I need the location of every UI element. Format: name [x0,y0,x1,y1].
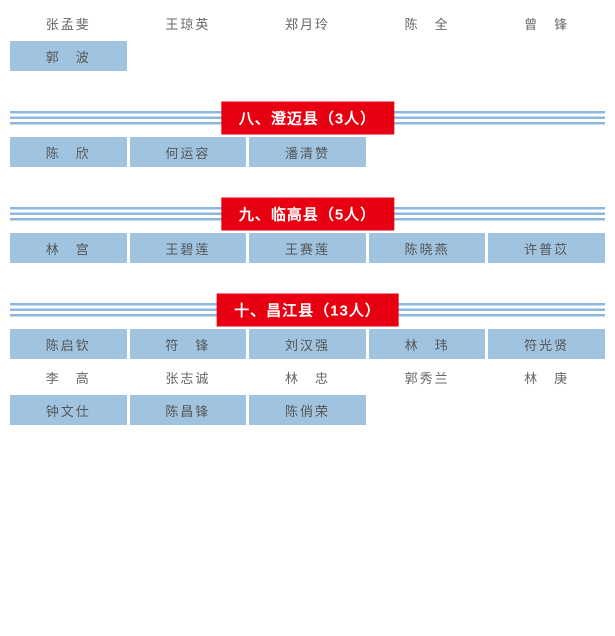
section-divider: 八、澄迈县（3人） [10,111,605,125]
name-cell: 张志诚 [130,362,247,392]
name-cell: 王赛莲 [249,233,366,263]
name-cell: 郭秀兰 [369,362,486,392]
table-row: 李 高 张志诚 林 忠 郭秀兰 林 庚 [10,362,605,392]
section-title: 十、昌江县（13人） [216,294,399,327]
name-cell: 陈启钦 [10,329,127,359]
name-cell: 陈晓燕 [369,233,486,263]
name-cell: 何运容 [130,137,247,167]
name-cell: 钟文仕 [10,395,127,425]
name-cell: 王碧莲 [130,233,247,263]
name-cell: 郑月玲 [249,8,366,38]
section-lingao: 九、临高县（5人） 林 宫 王碧莲 王赛莲 陈晓燕 许普苡 [10,207,605,263]
name-cell: 林 庚 [488,362,605,392]
name-cell: 李 高 [10,362,127,392]
name-cell: 陈 欣 [10,137,127,167]
name-cell: 林 忠 [249,362,366,392]
name-cell: 符光贤 [488,329,605,359]
empty-cell [249,41,366,71]
name-cell: 林 宫 [10,233,127,263]
name-cell: 刘汉强 [249,329,366,359]
name-cell: 张孟斐 [10,8,127,38]
name-cell: 郭 波 [10,41,127,71]
empty-cell [130,41,247,71]
empty-cell [488,41,605,71]
table-row: 张孟斐 王琼英 郑月玲 陈 全 曾 锋 [10,8,605,38]
section-title: 九、临高县（5人） [221,198,394,231]
name-cell: 陈昌锋 [130,395,247,425]
table-row: 陈启钦 符 锋 刘汉强 林 玮 符光贤 [10,329,605,359]
name-cell: 许普苡 [488,233,605,263]
empty-cell [369,137,486,167]
name-cell: 陈 全 [369,8,486,38]
top-block: 张孟斐 王琼英 郑月玲 陈 全 曾 锋 郭 波 [10,8,605,71]
name-cell: 曾 锋 [488,8,605,38]
name-cell: 陈俏荣 [249,395,366,425]
table-row: 陈 欣 何运容 潘清赞 [10,137,605,167]
section-divider: 十、昌江县（13人） [10,303,605,317]
table-row: 钟文仕 陈昌锋 陈俏荣 [10,395,605,425]
section-chengmai: 八、澄迈县（3人） 陈 欣 何运容 潘清赞 [10,111,605,167]
empty-cell [369,395,486,425]
section-divider: 九、临高县（5人） [10,207,605,221]
empty-cell [488,395,605,425]
empty-cell [488,137,605,167]
empty-cell [369,41,486,71]
table-row: 林 宫 王碧莲 王赛莲 陈晓燕 许普苡 [10,233,605,263]
name-cell: 符 锋 [130,329,247,359]
name-cell: 潘清赞 [249,137,366,167]
name-cell: 林 玮 [369,329,486,359]
name-cell: 王琼英 [130,8,247,38]
section-title: 八、澄迈县（3人） [221,102,394,135]
section-changjiang: 十、昌江县（13人） 陈启钦 符 锋 刘汉强 林 玮 符光贤 李 高 张志诚 林… [10,303,605,425]
table-row: 郭 波 [10,41,605,71]
